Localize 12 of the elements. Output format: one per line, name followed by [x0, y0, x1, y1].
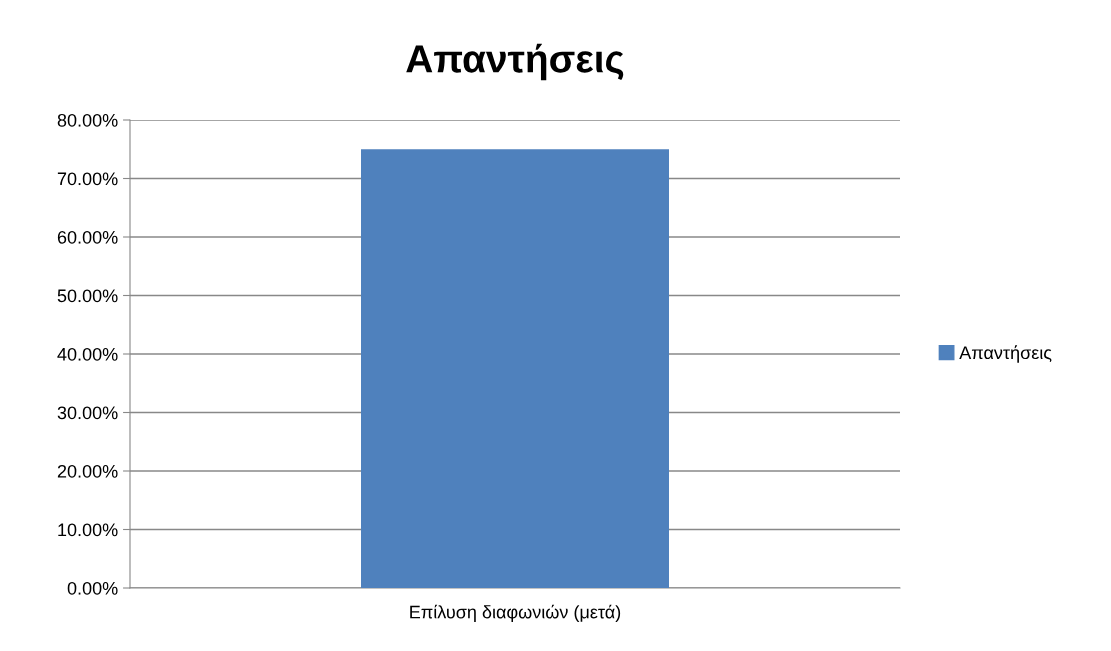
y-tick-label: 80.00% — [57, 113, 118, 127]
chart-title: Απαντήσεις — [406, 43, 624, 81]
y-tick-label: 30.00% — [57, 406, 118, 420]
y-tick-label: 60.00% — [57, 230, 118, 244]
y-tick-label: 40.00% — [57, 347, 118, 361]
legend-label: Απαντήσεις — [959, 345, 1052, 363]
y-tick-label: 10.00% — [58, 523, 118, 537]
x-tick-label: Επίλυση διαφωνιών (μετά) — [410, 604, 621, 623]
y-tick-label: 0.00% — [67, 581, 118, 595]
y-tick-label: 70.00% — [57, 172, 118, 186]
y-tick-label: 50.00% — [57, 289, 118, 303]
y-tick-label: 20.00% — [57, 464, 118, 478]
